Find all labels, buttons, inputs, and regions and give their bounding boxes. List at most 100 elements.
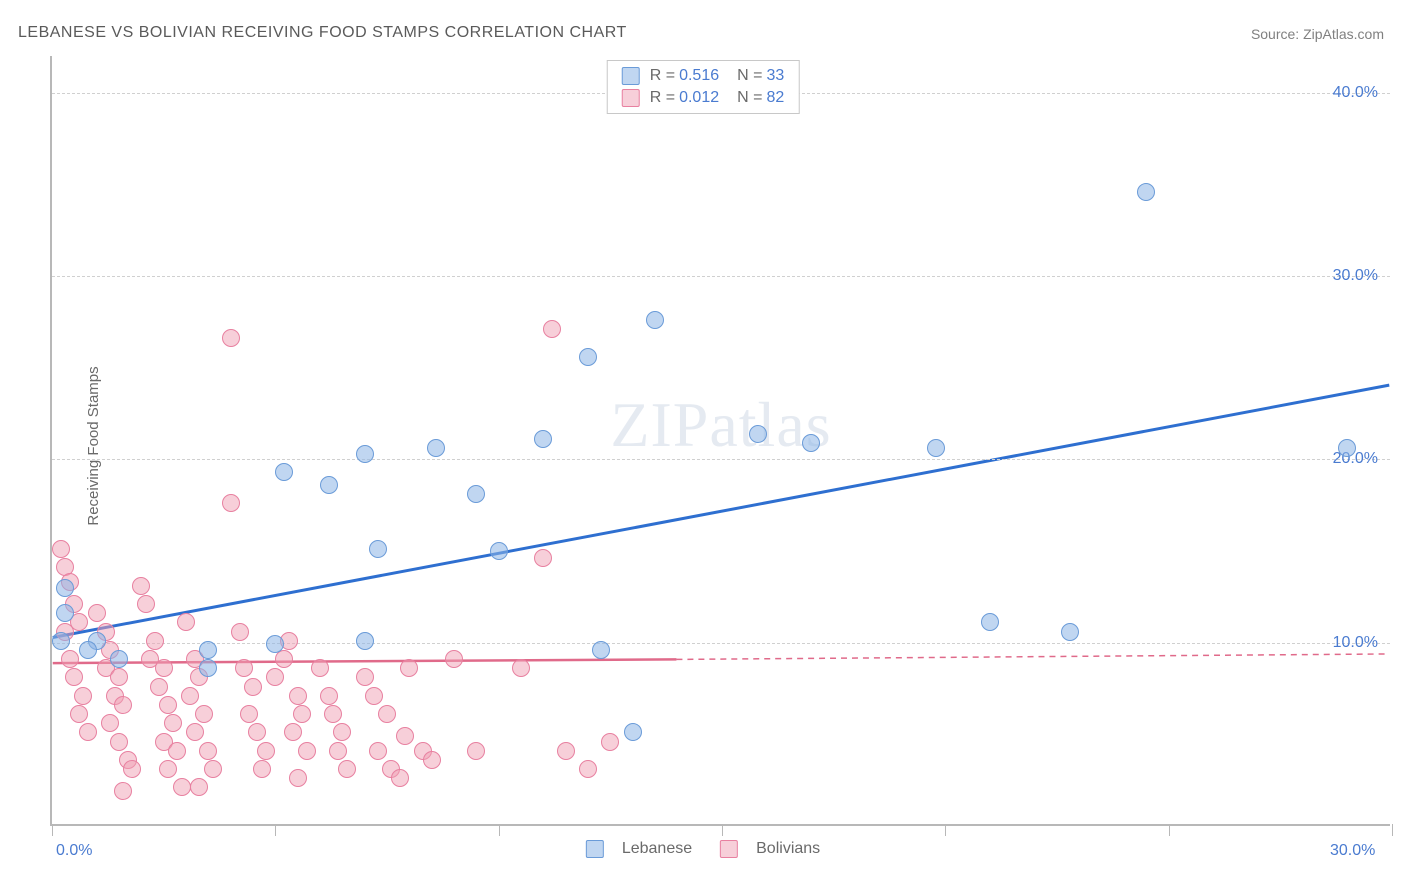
bolivian-point [400,659,418,677]
legend-bolivian-label: Bolivians [756,840,820,858]
y-tick-label: 10.0% [1333,634,1378,652]
bolivian-point [173,778,191,796]
bolivian-point [324,705,342,723]
bolivian-point [467,742,485,760]
gridline-h [52,276,1390,277]
lebanese-point [369,540,387,558]
bolivian-point [248,723,266,741]
bolivian-point [320,687,338,705]
bolivian-point [512,659,530,677]
bolivian-point [199,742,217,760]
bolivian-n-value: 82 [766,89,784,107]
lebanese-point [579,348,597,366]
lebanese-point [275,463,293,481]
bolivian-point [164,714,182,732]
lebanese-point [749,425,767,443]
stats-row-lebanese: R = 0.516 N = 33 [608,65,799,87]
r-label: R = [650,67,675,85]
bolivian-point [445,650,463,668]
bolivian-point [146,632,164,650]
legend-lebanese: Lebanese [586,840,692,858]
bolivian-point [132,577,150,595]
lebanese-point [52,632,70,650]
lebanese-point [624,723,642,741]
bolivian-point [369,742,387,760]
bolivian-point [338,760,356,778]
bolivian-point [65,668,83,686]
bolivian-point [365,687,383,705]
bolivian-point [159,760,177,778]
bolivian-point [222,494,240,512]
source-value: ZipAtlas.com [1303,26,1384,42]
x-tick-mark [499,824,500,836]
x-tick-mark [52,824,53,836]
bolivian-point [333,723,351,741]
bolivian-point [177,613,195,631]
bolivian-point [298,742,316,760]
y-tick-label: 30.0% [1333,267,1378,285]
watermark: ZIPatlas [610,388,831,462]
gridline-h [52,459,1390,460]
y-tick-label: 40.0% [1333,84,1378,102]
bolivian-point [88,604,106,622]
bolivian-point [423,751,441,769]
bolivian-swatch-icon [720,840,738,858]
x-tick-mark [722,824,723,836]
legend-lebanese-label: Lebanese [622,840,692,858]
bolivian-point [150,678,168,696]
lebanese-point [534,430,552,448]
lebanese-point [981,613,999,631]
bolivian-point [79,723,97,741]
bolivian-point [240,705,258,723]
bolivian-swatch-icon [622,89,640,107]
gridline-h [52,643,1390,644]
bolivian-point [253,760,271,778]
x-tick-mark [1169,824,1170,836]
bolivian-point [356,668,374,686]
bolivian-point [204,760,222,778]
bolivian-point [391,769,409,787]
lebanese-point [110,650,128,668]
lebanese-swatch-icon [622,67,640,85]
bolivian-point [311,659,329,677]
bolivian-point [101,714,119,732]
n-label: N = [737,89,762,107]
bolivian-point [137,595,155,613]
lebanese-point [266,635,284,653]
bolivian-point [61,650,79,668]
n-label: N = [737,67,762,85]
bolivian-point [123,760,141,778]
scatter-plot-area: ZIPatlas 10.0%20.0%30.0%40.0% [50,56,1390,826]
lebanese-point [927,439,945,457]
lebanese-point [1338,439,1356,457]
lebanese-r-value: 0.516 [679,67,719,85]
chart-title: LEBANESE VS BOLIVIAN RECEIVING FOOD STAM… [18,24,627,42]
lebanese-point [592,641,610,659]
lebanese-point [356,445,374,463]
x-tick-mark [1392,824,1393,836]
x-axis-min-label: 0.0% [56,842,92,860]
lebanese-point [1061,623,1079,641]
bolivian-point [231,623,249,641]
x-axis-max-label: 30.0% [1330,842,1375,860]
bolivian-point [114,696,132,714]
bolivian-point [168,742,186,760]
stats-row-bolivian: R = 0.012 N = 82 [608,87,799,109]
lebanese-point [356,632,374,650]
bolivian-point [396,727,414,745]
lebanese-point [199,659,217,677]
r-label: R = [650,89,675,107]
bolivian-point [378,705,396,723]
lebanese-n-value: 33 [766,67,784,85]
lebanese-point [320,476,338,494]
bolivian-point [70,705,88,723]
x-tick-mark [275,824,276,836]
bolivian-point [579,760,597,778]
legend-bolivian: Bolivians [720,840,820,858]
bolivian-point [244,678,262,696]
bolivian-point [235,659,253,677]
bolivian-point [114,782,132,800]
bolivian-point [159,696,177,714]
series-legend: Lebanese Bolivians [576,838,830,860]
bolivian-point [155,659,173,677]
